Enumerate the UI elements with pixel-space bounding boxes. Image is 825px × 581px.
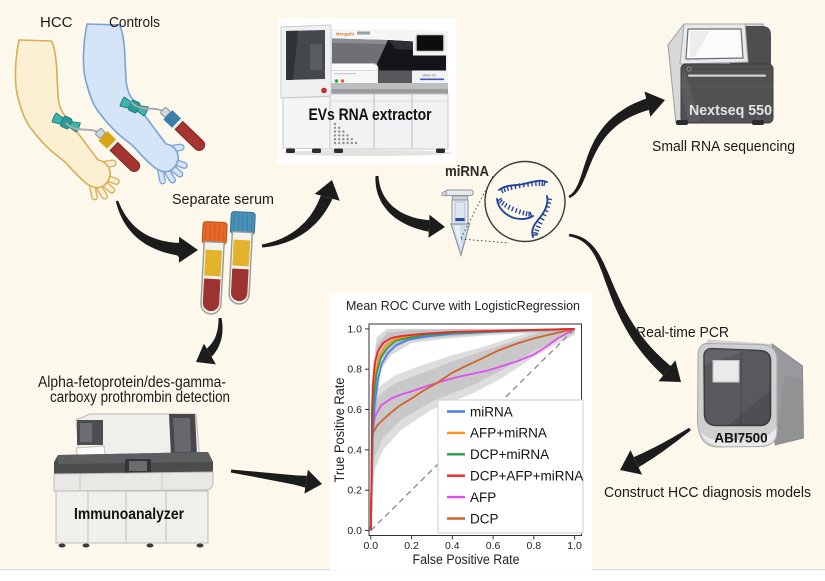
svg-text:miRNA: miRNA	[470, 404, 513, 419]
svg-text:False Positive Rate: False Positive Rate	[413, 552, 520, 567]
svg-text:DCP: DCP	[470, 511, 499, 526]
svg-text:Construct HCC diagnosis models: Construct HCC diagnosis models	[604, 484, 811, 501]
svg-text:Small RNA sequencing: Small RNA sequencing	[652, 138, 795, 155]
svg-text:AFP+miRNA: AFP+miRNA	[470, 426, 547, 441]
svg-text:Immunoanalyzer: Immunoanalyzer	[74, 506, 184, 523]
svg-text:Controls: Controls	[109, 14, 160, 31]
svg-text:0.8: 0.8	[347, 364, 362, 376]
svg-text:0.6: 0.6	[486, 540, 501, 552]
svg-text:True Positive Rate: True Positive Rate	[332, 378, 347, 483]
svg-text:GRS 01: GRS 01	[422, 73, 437, 78]
svg-text:0.2: 0.2	[404, 540, 419, 552]
svg-text:Separate serum: Separate serum	[172, 191, 274, 208]
svg-text:EVs RNA extractor: EVs RNA extractor	[309, 105, 432, 124]
svg-text:ABI7500: ABI7500	[714, 431, 767, 446]
svg-text:0.4: 0.4	[347, 444, 362, 456]
svg-text:1.0: 1.0	[567, 540, 582, 552]
svg-text:AFP: AFP	[470, 490, 496, 505]
svg-text:DCP+AFP+miRNA: DCP+AFP+miRNA	[470, 469, 583, 484]
svg-text:0.8: 0.8	[526, 540, 541, 552]
svg-text:0.0: 0.0	[347, 525, 362, 537]
svg-text:DCP+miRNA: DCP+miRNA	[470, 447, 549, 462]
svg-text:Mean ROC Curve with LogisticRe: Mean ROC Curve with LogisticRegression	[346, 299, 580, 313]
svg-text:HCC: HCC	[40, 14, 73, 31]
svg-text:Real-time PCR: Real-time PCR	[636, 324, 729, 341]
svg-text:miRNA: miRNA	[445, 163, 489, 180]
svg-text:Hongshi: Hongshi	[336, 32, 354, 37]
svg-text:0.0: 0.0	[363, 540, 378, 552]
svg-text:0.4: 0.4	[445, 540, 460, 552]
svg-text:1.0: 1.0	[347, 323, 362, 335]
svg-text:Nextseq 550: Nextseq 550	[689, 103, 772, 119]
svg-text:0.2: 0.2	[347, 485, 362, 497]
svg-text:carboxy prothrombin detection: carboxy prothrombin detection	[50, 389, 230, 406]
svg-text:0.6: 0.6	[347, 404, 362, 416]
